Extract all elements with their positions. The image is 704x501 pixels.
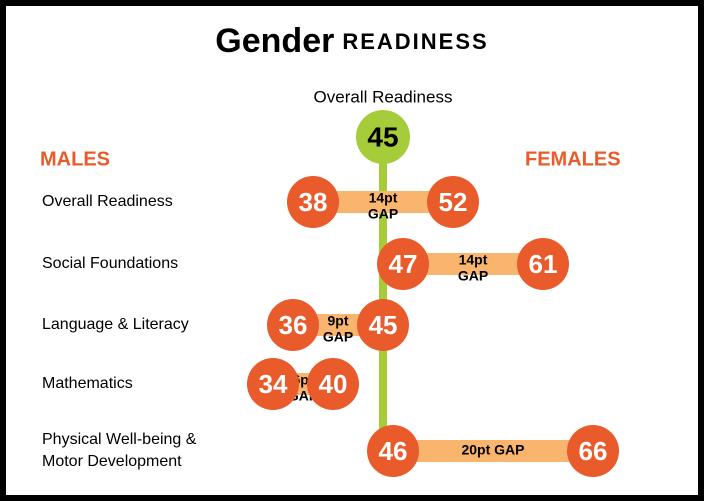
gap-label: 14pt bbox=[369, 190, 398, 206]
value-circle bbox=[287, 176, 339, 228]
value-circle bbox=[247, 358, 299, 410]
overall-label: Overall Readiness bbox=[314, 87, 453, 106]
value-label: 38 bbox=[299, 187, 328, 217]
gap-label: GAP bbox=[323, 329, 353, 345]
value-label: 40 bbox=[319, 369, 348, 399]
gap-bar bbox=[403, 253, 543, 275]
value-label: 61 bbox=[529, 249, 558, 279]
overall-value: 45 bbox=[367, 121, 398, 152]
gap-label: GAP bbox=[368, 206, 398, 222]
value-circle bbox=[357, 299, 409, 351]
gap-label: GAP bbox=[458, 268, 488, 284]
title-suffix: READINESS bbox=[342, 29, 488, 54]
row-label: Mathematics bbox=[42, 375, 133, 392]
value-label: 47 bbox=[389, 249, 418, 279]
row-label: Physical Well-being & bbox=[42, 431, 197, 448]
gap-bar bbox=[393, 440, 593, 462]
value-circle bbox=[427, 176, 479, 228]
row-label: Overall Readiness bbox=[42, 193, 173, 210]
value-circle bbox=[517, 238, 569, 290]
value-label: 36 bbox=[279, 310, 308, 340]
value-circle bbox=[267, 299, 319, 351]
value-circle bbox=[377, 238, 429, 290]
value-label: 45 bbox=[369, 310, 398, 340]
row-label: Language & Literacy bbox=[42, 316, 189, 333]
gap-label: 14pt bbox=[459, 252, 488, 268]
value-label: 66 bbox=[579, 436, 608, 466]
overall-circle bbox=[356, 110, 410, 164]
row-label: Social Foundations bbox=[42, 255, 178, 272]
value-label: 34 bbox=[259, 369, 288, 399]
gap-label: 9pt bbox=[328, 313, 349, 329]
row-label: Motor Development bbox=[42, 453, 182, 470]
gap-label: 20pt GAP bbox=[461, 442, 524, 458]
value-circle bbox=[367, 425, 419, 477]
chart-title: Gender READINESS bbox=[215, 22, 488, 60]
right-heading: FEMALES bbox=[525, 148, 621, 170]
left-heading: MALES bbox=[40, 148, 110, 170]
value-circle bbox=[307, 358, 359, 410]
gap-bar bbox=[313, 191, 453, 213]
value-label: 52 bbox=[439, 187, 468, 217]
value-circle bbox=[567, 425, 619, 477]
title-main: Gender bbox=[215, 22, 334, 60]
value-label: 46 bbox=[379, 436, 408, 466]
